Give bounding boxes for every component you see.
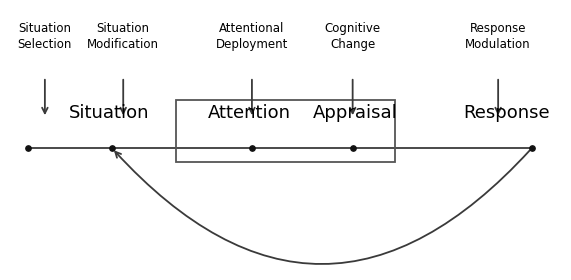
Text: Response
Modulation: Response Modulation	[465, 22, 531, 51]
Text: Cognitive
Change: Cognitive Change	[324, 22, 381, 51]
Text: Situation: Situation	[69, 104, 150, 122]
Text: Appraisal: Appraisal	[313, 104, 398, 122]
Point	[348, 146, 357, 150]
Text: Situation
Modification: Situation Modification	[87, 22, 159, 51]
Point	[107, 146, 116, 150]
Point	[247, 146, 256, 150]
Text: Response: Response	[463, 104, 550, 122]
Point	[23, 146, 33, 150]
Point	[527, 146, 536, 150]
Bar	[176, 100, 395, 162]
Text: Attention: Attention	[208, 104, 291, 122]
Text: Situation
Selection: Situation Selection	[18, 22, 72, 51]
Text: Attentional
Deployment: Attentional Deployment	[216, 22, 288, 51]
